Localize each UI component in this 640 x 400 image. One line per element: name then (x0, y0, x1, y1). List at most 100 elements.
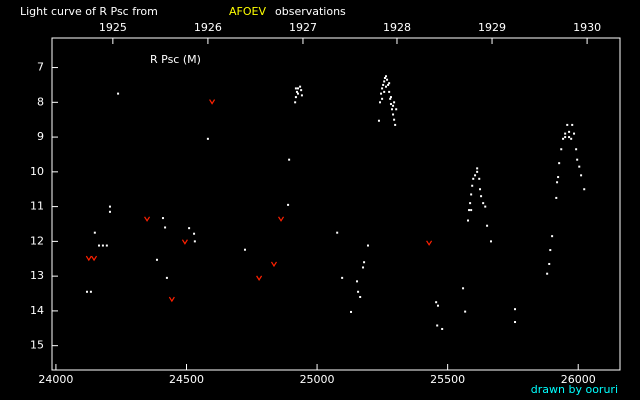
observation-point (366, 244, 369, 247)
observation-point (573, 132, 576, 135)
observation-point (555, 196, 558, 199)
x-tick-label: 26000 (561, 373, 596, 386)
observation-point (568, 130, 571, 133)
observation-point (436, 304, 439, 307)
observation-point (470, 209, 473, 212)
observation-point (486, 224, 489, 227)
observation-point (165, 276, 168, 279)
y-tick-label: 14 (30, 304, 44, 317)
observation-point (564, 136, 567, 139)
y-tick-label: 8 (37, 95, 44, 108)
observation-point (435, 301, 438, 304)
limit-marker (209, 99, 216, 105)
observation-point (85, 290, 88, 293)
observation-point (469, 202, 472, 205)
limit-marker (278, 216, 285, 222)
observation-point (363, 261, 366, 264)
chart-title: Light curve of R Psc from (20, 5, 158, 18)
observation-point (489, 240, 492, 243)
observation-point (382, 83, 385, 86)
observation-point (206, 137, 209, 140)
observation-point (472, 177, 475, 180)
observation-point (436, 324, 439, 327)
observation-point (294, 96, 297, 99)
observation-point (562, 137, 565, 140)
observation-point (479, 188, 482, 191)
y-tick-label: 15 (30, 339, 44, 352)
plot-frame (51, 37, 621, 371)
y-tick-label: 10 (30, 165, 44, 178)
observation-point (295, 90, 298, 93)
observation-point (468, 209, 471, 212)
observation-point (389, 97, 392, 100)
limit-marker (256, 275, 263, 282)
observation-point (341, 276, 344, 279)
observation-point (476, 167, 479, 170)
observation-point (476, 170, 479, 173)
observation-point (383, 90, 386, 93)
observation-point (294, 101, 297, 104)
observation-point (441, 327, 444, 330)
observation-point (357, 290, 360, 293)
observation-point (297, 87, 300, 90)
observation-point (117, 92, 120, 95)
observation-point (155, 258, 158, 261)
observation-point (576, 158, 579, 161)
observation-point (380, 92, 383, 95)
x-tick-label: 24000 (38, 373, 73, 386)
observation-point (389, 96, 392, 99)
observation-point (386, 78, 389, 81)
observation-point (377, 119, 380, 122)
observation-point (391, 108, 394, 111)
y-tick-label: 11 (30, 200, 44, 213)
observation-point (98, 244, 101, 247)
observation-point (288, 158, 291, 161)
observation-point (464, 310, 467, 313)
x2-tick-label: 1926 (194, 21, 222, 34)
observation-point (108, 210, 111, 213)
observation-point (568, 136, 571, 139)
observation-point (551, 235, 554, 238)
limit-marker (85, 255, 92, 262)
observation-point (164, 226, 167, 229)
observation-point (381, 97, 384, 100)
observation-point (549, 249, 552, 252)
observation-point (471, 184, 474, 187)
observation-point (393, 118, 396, 121)
x-tick-label: 24500 (169, 373, 204, 386)
observation-point (467, 219, 470, 222)
y-tick-label: 9 (37, 130, 44, 143)
x-tick-label: 25500 (430, 373, 465, 386)
observation-point (393, 101, 396, 104)
observation-point (560, 148, 563, 151)
observation-point (392, 113, 395, 116)
observation-point (300, 89, 303, 92)
observation-point (484, 205, 487, 208)
limit-marker (181, 239, 188, 245)
observation-point (89, 290, 92, 293)
observation-point (571, 123, 574, 126)
observation-point (383, 80, 386, 83)
observation-point (546, 272, 549, 275)
observation-point (193, 232, 196, 235)
observation-point (388, 82, 391, 85)
observation-point (387, 83, 390, 86)
observation-point (514, 308, 517, 311)
observation-point (566, 123, 569, 126)
observation-point (558, 162, 561, 165)
observation-point (385, 85, 388, 88)
x2-tick-label: 1929 (478, 21, 506, 34)
observation-point (385, 75, 388, 78)
y-tick-label: 13 (30, 269, 44, 282)
x2-tick-label: 1925 (99, 21, 127, 34)
chart-title-source: AFOEV (229, 5, 266, 18)
observation-point (336, 231, 339, 234)
observation-point (462, 287, 465, 290)
observation-point (93, 231, 96, 234)
observation-point (101, 244, 104, 247)
observation-point (381, 87, 384, 90)
y-tick-label: 7 (37, 61, 44, 74)
observation-point (394, 123, 397, 126)
observation-point (392, 104, 395, 107)
